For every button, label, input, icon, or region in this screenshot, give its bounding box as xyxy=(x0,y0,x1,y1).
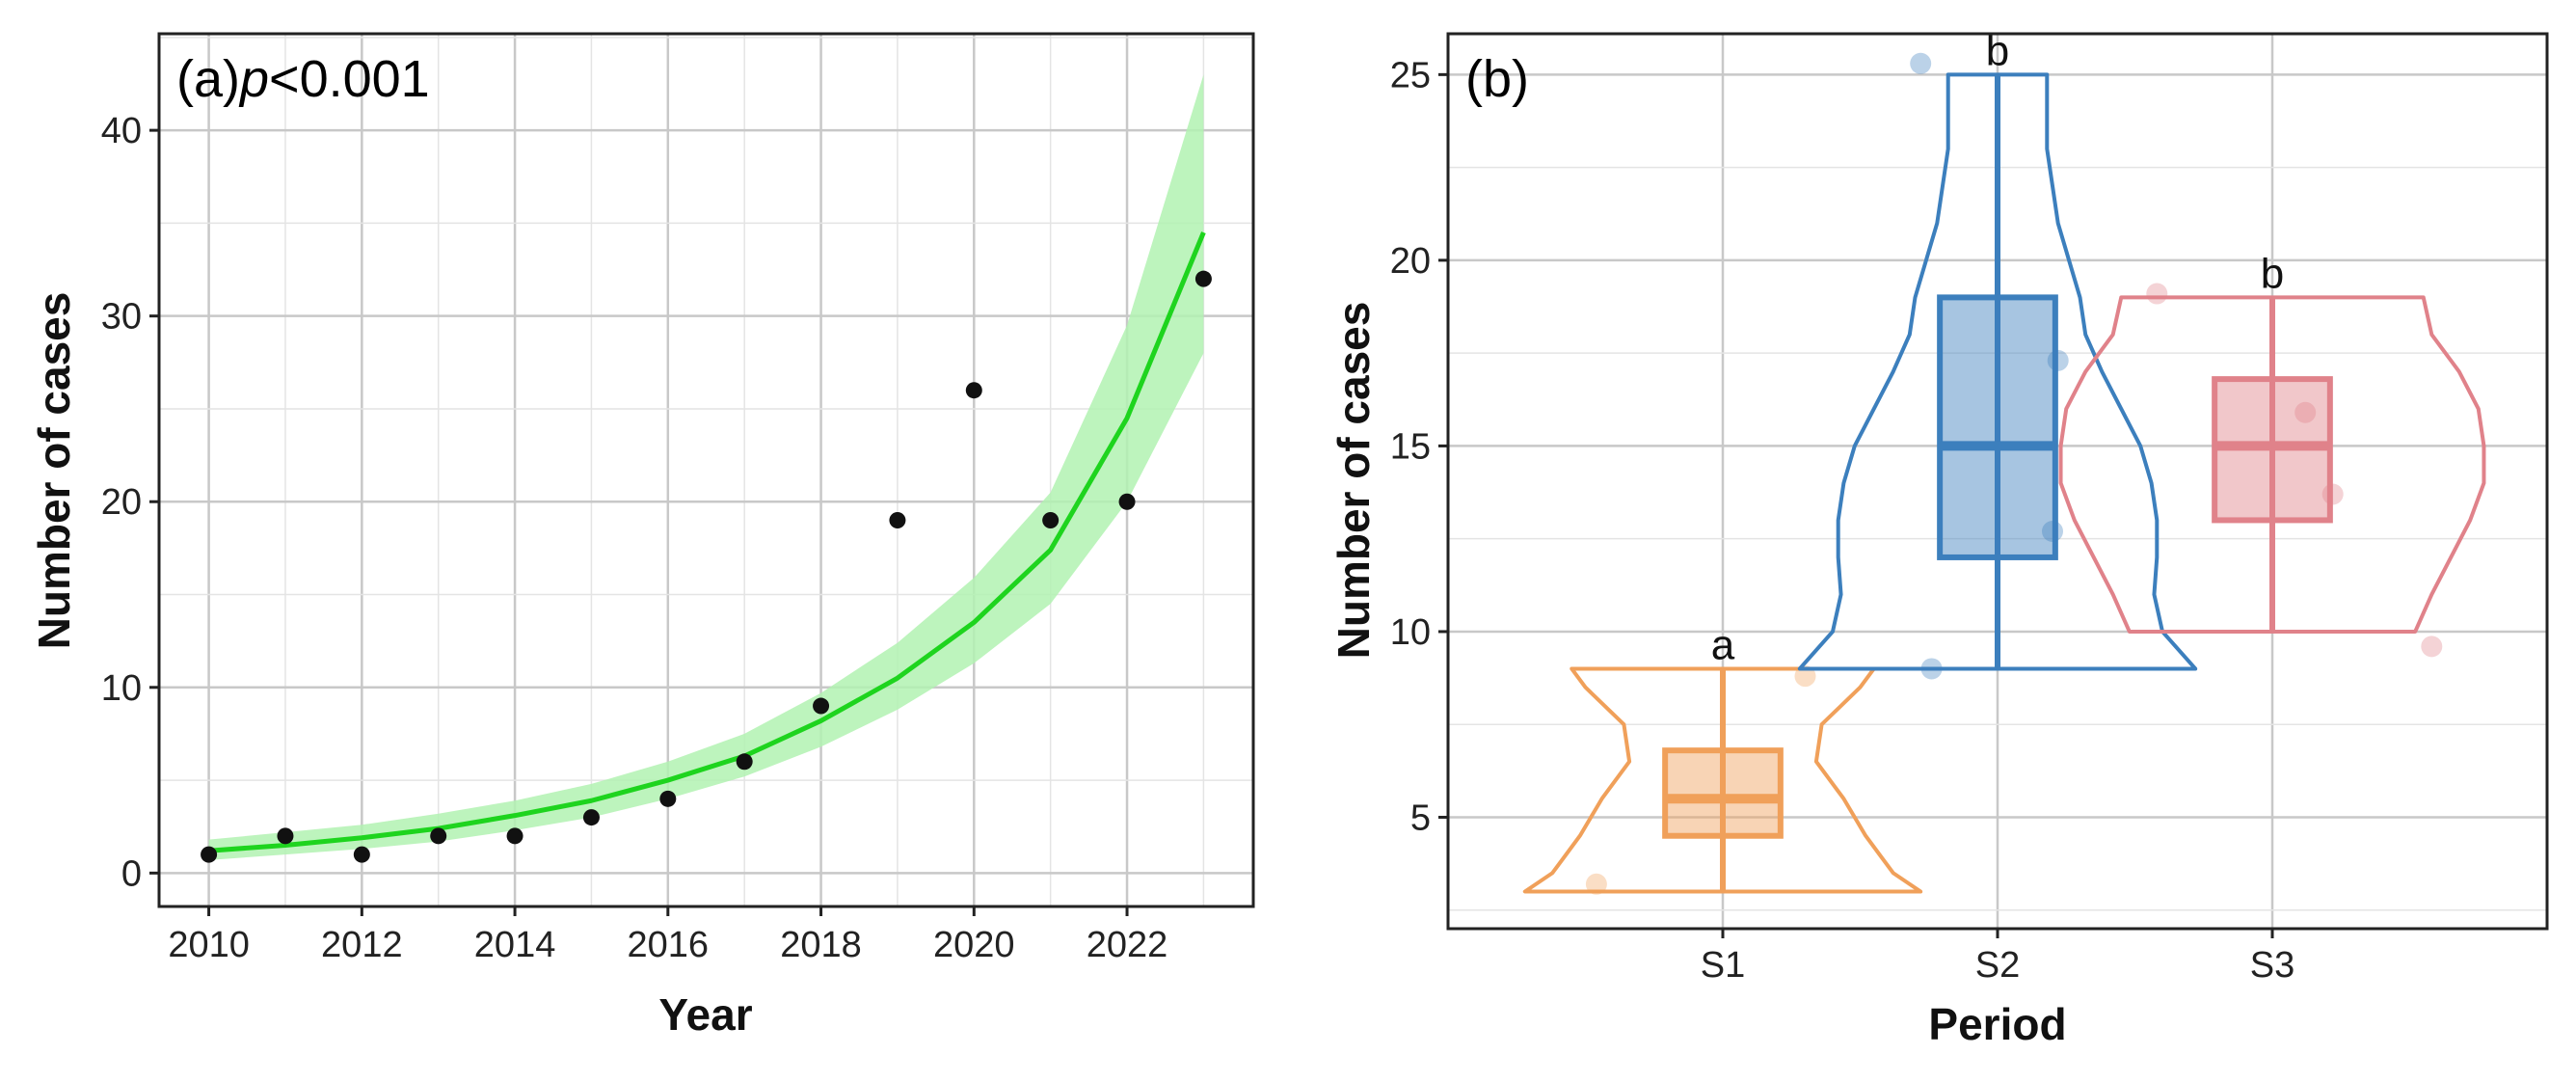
data-point xyxy=(277,827,294,845)
significance-letter: b xyxy=(2261,250,2284,297)
panel-b-y-axis-title: Number of cases xyxy=(1328,302,1379,660)
jitter-point xyxy=(1920,658,1943,680)
data-point xyxy=(430,827,447,845)
panel-a-x-ticks: 2010 2012 2014 2016 2018 2020 2022 xyxy=(168,906,1167,965)
panel-a-frame xyxy=(157,32,1255,908)
violin-outline xyxy=(1522,666,1923,894)
panel-a-y-ticks: 0 10 20 30 40 xyxy=(101,111,159,894)
panel-a-points xyxy=(201,270,1212,863)
panel-b-violins: a b b xyxy=(1522,27,2486,895)
data-point xyxy=(353,846,370,863)
jitter-point xyxy=(2294,401,2317,423)
panel-a-confidence-band xyxy=(208,74,1204,860)
y-tick-label: 30 xyxy=(101,297,142,338)
y-tick-label: 25 xyxy=(1390,55,1431,95)
x-tick-label: S2 xyxy=(1975,945,2020,986)
iqr-box xyxy=(1662,747,1784,839)
fit-line xyxy=(208,231,1206,853)
jitter-point xyxy=(1910,52,1932,74)
panel-b-x-axis-title: Period xyxy=(1928,999,2066,1049)
y-tick-label: 20 xyxy=(1390,241,1431,282)
x-tick-label: 2012 xyxy=(321,925,403,965)
panel-a-p-symbol: p xyxy=(238,50,269,108)
panel-b-label: (b) xyxy=(1465,50,1529,108)
violin-outline xyxy=(1797,72,2198,671)
panel-a-label: (a)p<0.001 xyxy=(176,50,430,108)
panel-a-p-value: <0.001 xyxy=(269,50,430,108)
x-tick-label: 2016 xyxy=(628,925,710,965)
jitter-point xyxy=(1794,665,1816,688)
y-tick-label: 20 xyxy=(101,482,142,523)
y-tick-label: 10 xyxy=(101,668,142,709)
panel-a-chart: 2010 2012 2014 2016 2018 2020 2022 0 10 20 30 40 (… xyxy=(29,32,1255,1040)
x-tick-label: 2020 xyxy=(933,925,1015,965)
jitter-point xyxy=(2321,483,2344,505)
panel-b-chart: a b b S1 S2 S3 5 10 15 20 25 (b) Period Number o… xyxy=(1328,27,2549,1049)
y-tick-label: 40 xyxy=(101,111,142,151)
confidence-band xyxy=(208,74,1204,860)
violin-group-s3: b xyxy=(2058,250,2486,658)
data-point xyxy=(889,511,906,528)
iqr-box xyxy=(1937,294,2058,560)
jitter-point xyxy=(2146,283,2168,305)
data-point xyxy=(736,753,753,771)
panel-b-x-ticks: S1 S2 S3 xyxy=(1701,929,2294,986)
violin-group-s2: b xyxy=(1797,27,2198,680)
y-tick-label: 0 xyxy=(121,853,142,894)
y-tick-label: 15 xyxy=(1390,426,1431,467)
jitter-point xyxy=(2421,636,2443,658)
jitter-point xyxy=(1585,873,1607,895)
panel-b-y-ticks: 5 10 15 20 25 xyxy=(1390,55,1448,838)
x-tick-label: 2010 xyxy=(168,925,250,965)
y-tick-label: 10 xyxy=(1390,612,1431,653)
panel-a-fit-line xyxy=(208,231,1206,853)
x-tick-label: S3 xyxy=(2250,945,2294,986)
panel-a-id: (a) xyxy=(176,50,240,108)
data-point xyxy=(201,846,218,863)
data-point xyxy=(1042,511,1060,528)
data-point xyxy=(813,697,830,715)
significance-letter: a xyxy=(1711,621,1735,668)
violin-outline xyxy=(2058,295,2486,634)
x-tick-label: 2022 xyxy=(1087,925,1168,965)
y-tick-label: 5 xyxy=(1410,798,1431,838)
data-point xyxy=(1118,493,1136,510)
x-tick-label: S1 xyxy=(1701,945,1745,986)
significance-letter: b xyxy=(1986,27,2009,74)
data-point xyxy=(659,790,677,807)
panel-a-x-axis-title: Year xyxy=(658,989,752,1040)
jitter-point xyxy=(2042,520,2063,542)
panel-a-y-axis-title: Number of cases xyxy=(29,292,79,650)
x-tick-label: 2014 xyxy=(474,925,556,965)
x-tick-label: 2018 xyxy=(780,925,862,965)
jitter-point xyxy=(2047,349,2069,371)
data-point xyxy=(1194,270,1212,287)
violin-group-s1: a xyxy=(1522,621,1923,895)
data-point xyxy=(506,827,523,845)
data-point xyxy=(965,382,982,399)
data-point xyxy=(582,809,600,826)
